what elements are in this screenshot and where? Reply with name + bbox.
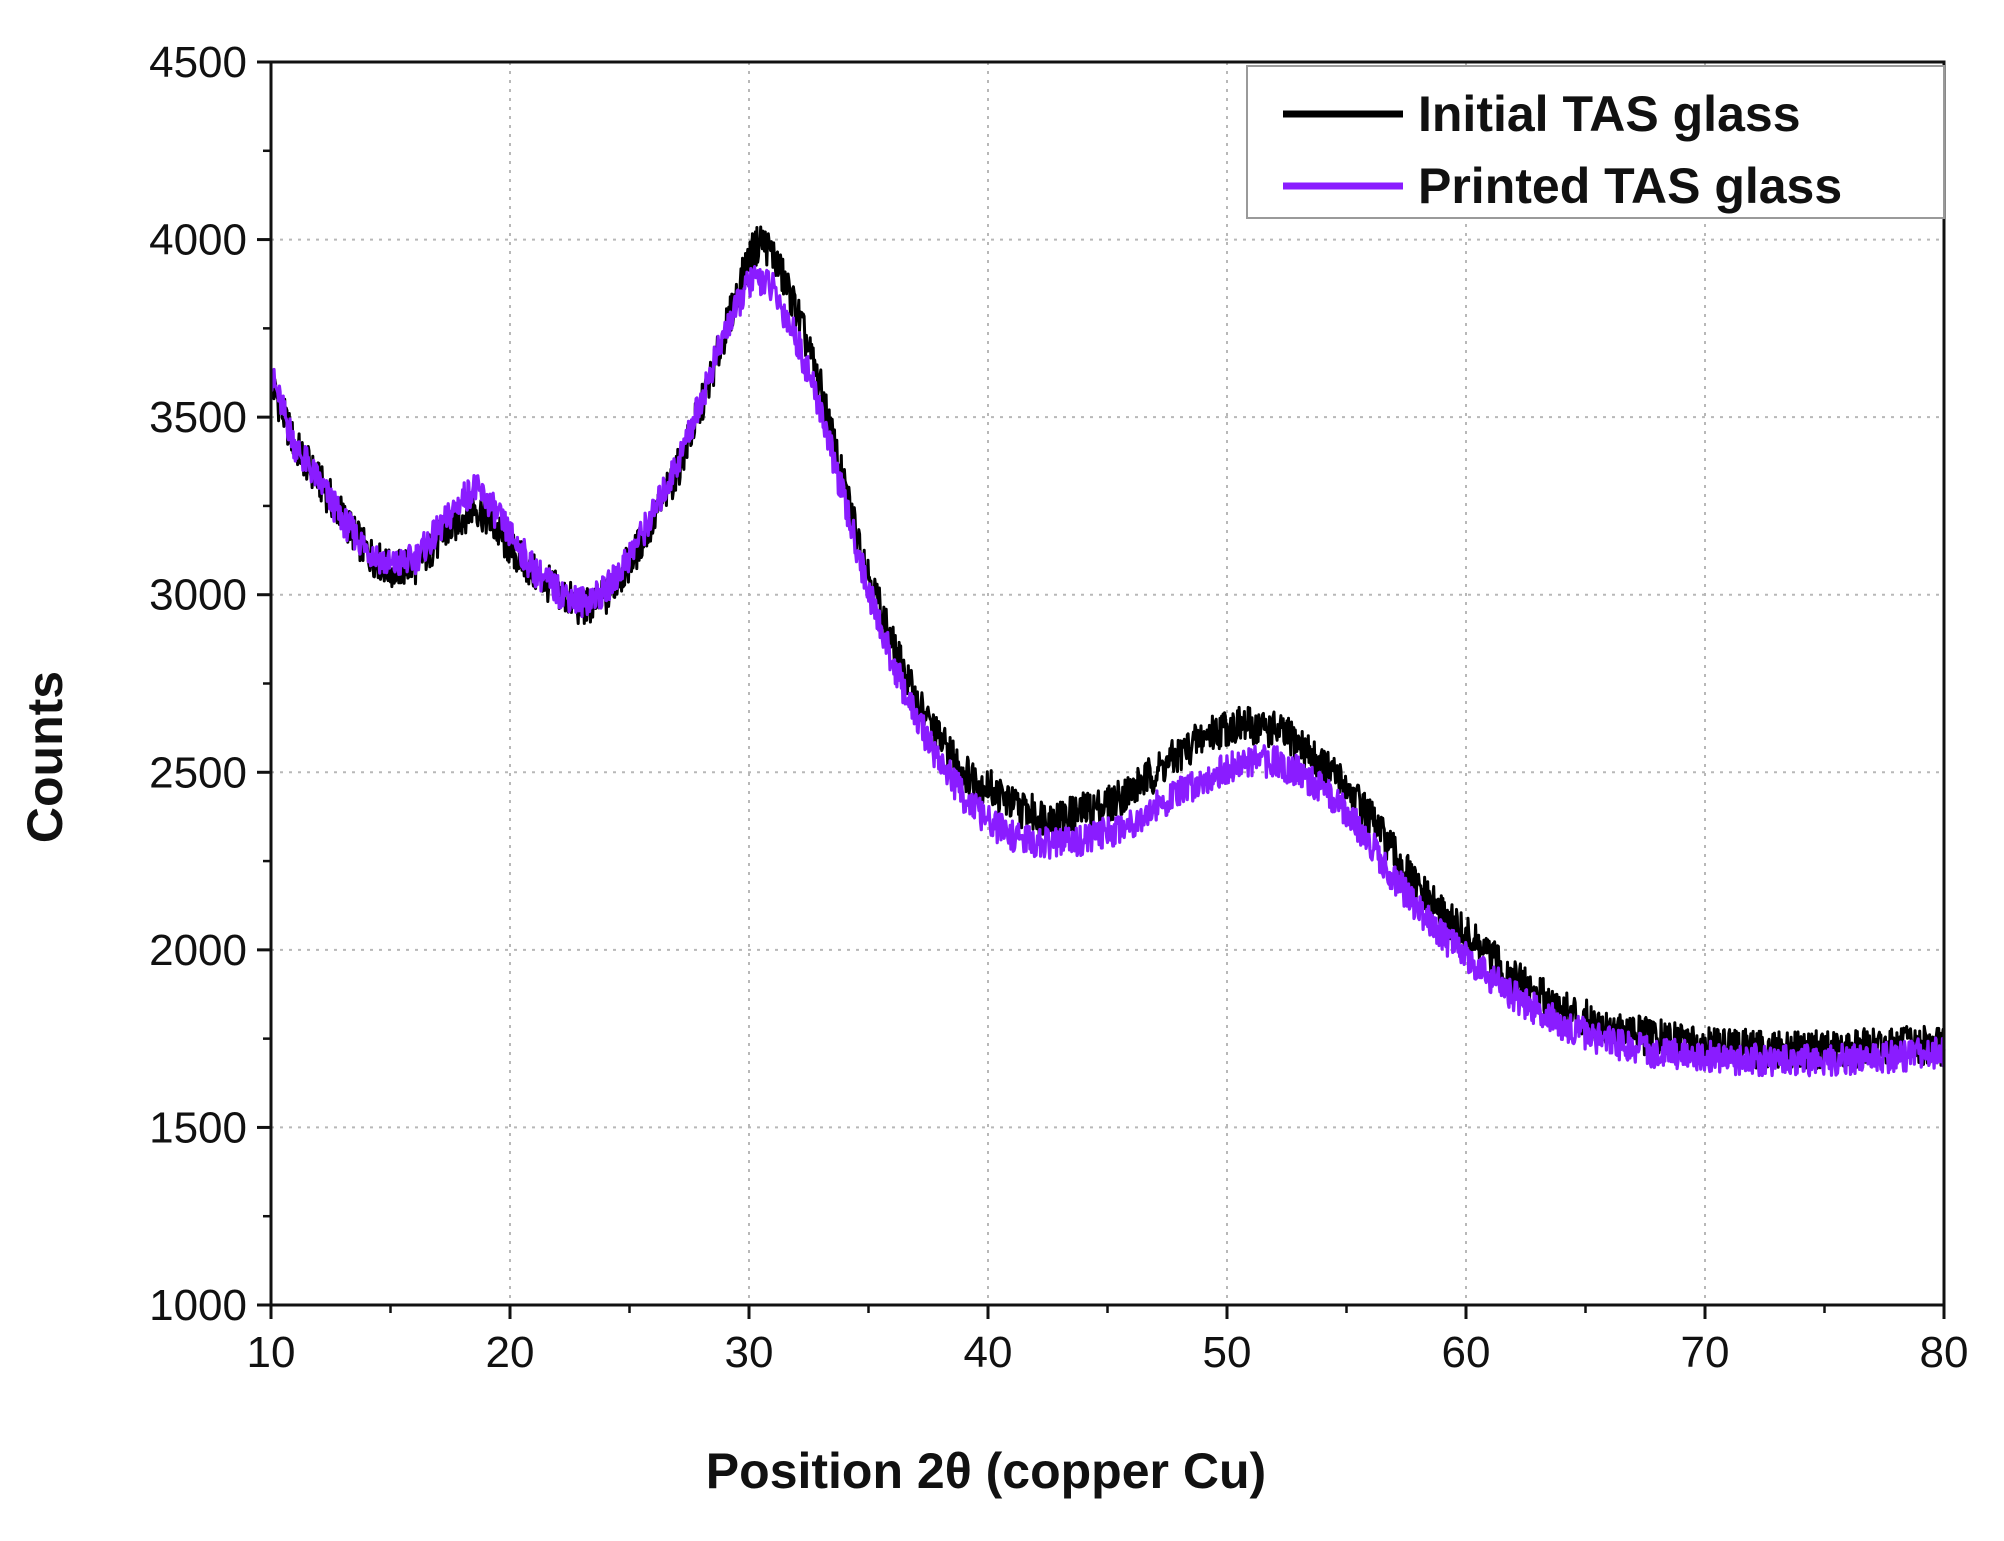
x-tick-label: 70 <box>1681 1328 1730 1377</box>
axes-layer <box>269 60 1946 1307</box>
y-axis-title: Counts <box>17 671 73 843</box>
series-line-initial <box>269 225 1946 1070</box>
x-tick-label: 50 <box>1203 1328 1252 1377</box>
legend: Initial TAS glass Printed TAS glass <box>1246 65 1945 219</box>
series-line-printed <box>269 265 1946 1078</box>
y-tick-label: 1000 <box>149 1281 247 1330</box>
y-tick-label: 3500 <box>149 393 247 442</box>
x-tick-label: 30 <box>725 1328 774 1377</box>
x-tick-label: 60 <box>1442 1328 1491 1377</box>
y-tick-label: 2500 <box>149 748 247 797</box>
y-tick-label: 1500 <box>149 1103 247 1152</box>
legend-box <box>1246 65 1945 219</box>
y-tick-label: 3000 <box>149 571 247 620</box>
ticks-layer: 10 20 30 40 50 60 70 80 1000 1500 2000 2500 3000 3500… <box>149 38 1968 1377</box>
x-tick-label: 20 <box>486 1328 535 1377</box>
x-tick-label: 40 <box>964 1328 1013 1377</box>
legend-label-printed: Printed TAS glass <box>1418 158 1842 214</box>
y-tick-label: 4500 <box>149 38 247 87</box>
grid-layer <box>271 62 1944 1305</box>
x-axis-title: Position 2θ (copper Cu) <box>706 1443 1266 1499</box>
x-tick-label: 10 <box>247 1328 296 1377</box>
y-tick-label: 2000 <box>149 926 247 975</box>
legend-label-initial: Initial TAS glass <box>1418 86 1801 142</box>
series-layer <box>269 225 1946 1078</box>
plot-frame <box>269 60 1946 1307</box>
y-tick-label: 4000 <box>149 216 247 265</box>
x-tick-label: 80 <box>1920 1328 1969 1377</box>
